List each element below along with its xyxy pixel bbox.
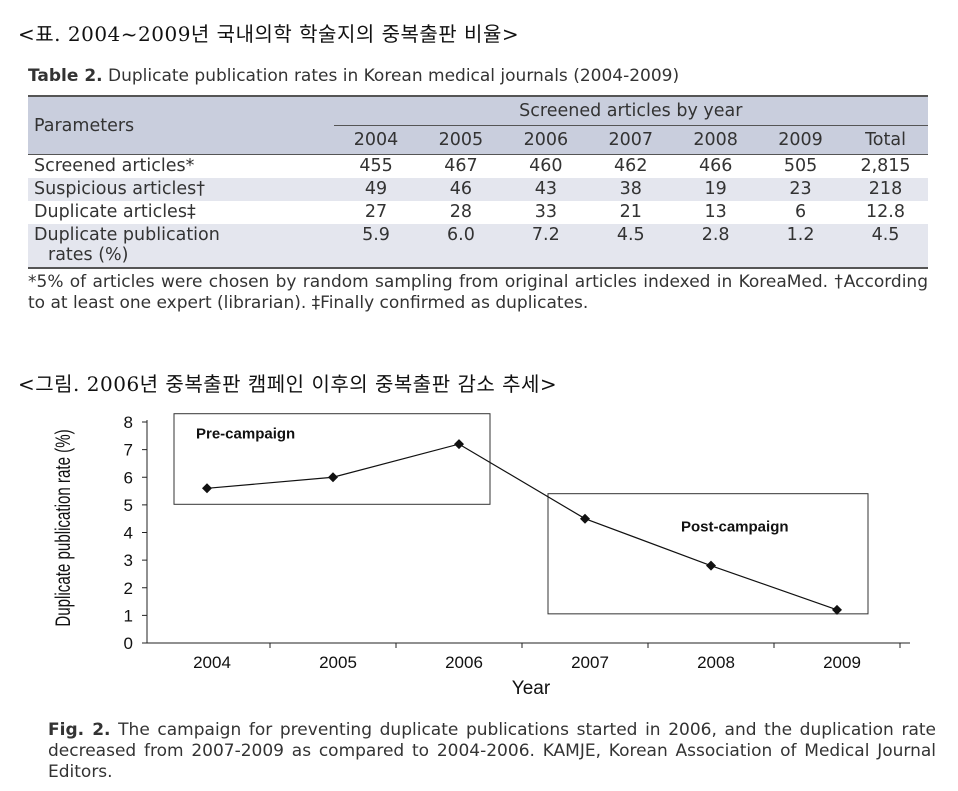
korean-figure-heading: <그림. 2006년 중복출판 캠페인 이후의 중복출판 감소 추세> (18, 372, 558, 396)
table-cell: 27 (364, 202, 388, 222)
table-title-text: Duplicate publication rates in Korean me… (102, 66, 680, 86)
table-cell: 466 (698, 156, 733, 177)
table-cell: 33 (534, 202, 557, 222)
screened-by-year-header: Screened articles by year (333, 96, 928, 126)
figure-caption-label: Fig. 2. (48, 720, 111, 740)
table-cell: 12.8 (866, 202, 905, 222)
figure-caption-text: The campaign for preventing duplicate pu… (48, 720, 936, 782)
y-tick-label: 4 (124, 524, 133, 543)
table-cell: 467 (444, 156, 478, 177)
x-tick-label: 2006 (445, 653, 483, 672)
table-row: Duplicate publication rates (%) 5.9 6.0 7… (28, 223, 928, 268)
x-tick-label: 2005 (319, 653, 357, 672)
table-cell: 6.0 (447, 224, 475, 245)
table-cell: 23 (789, 179, 812, 199)
series-line (206, 443, 838, 611)
row-label-line2: rates (%) (48, 244, 129, 265)
x-tick-label: 2008 (697, 653, 735, 672)
table-title: Table 2. Duplicate publication rates in … (28, 66, 679, 86)
x-axis-title: Year (512, 678, 551, 699)
x-tick-label: 2004 (193, 653, 231, 672)
figure-caption: Fig. 2. The campaign for preventing dupl… (48, 720, 936, 783)
data-point (454, 439, 464, 450)
y-tick-label: 0 (124, 634, 133, 653)
table-cell: 505 (783, 156, 818, 177)
annotation-label: Post-campaign (681, 519, 789, 536)
col-header: 2007 (588, 125, 674, 155)
col-header: 2008 (673, 125, 759, 155)
row-label: Screened articles* (34, 156, 195, 177)
x-tick-label: 2009 (823, 653, 861, 672)
table-row: Duplicate articles‡ 27 28 33 21 13 6 12.… (28, 200, 928, 224)
parameters-header: Parameters (28, 96, 334, 155)
table-cell: 28 (449, 202, 473, 222)
y-tick-label: 7 (124, 441, 133, 460)
data-point (328, 472, 338, 483)
data-point (832, 604, 842, 615)
annotation-label: Pre-campaign (196, 426, 295, 443)
y-tick-label: 5 (124, 496, 133, 515)
table-title-label: Table 2. (28, 66, 103, 86)
col-header: 2005 (418, 125, 504, 155)
table-cell: 2.8 (701, 224, 730, 245)
y-tick-label: 3 (124, 551, 133, 570)
y-tick-label: 2 (124, 579, 133, 598)
table-cell: 46 (449, 179, 473, 199)
table-cell: 7.2 (531, 224, 560, 245)
data-point (202, 483, 212, 494)
table-cell: 19 (704, 179, 727, 199)
table-cell: 462 (614, 156, 648, 177)
korean-table-heading: <표. 2004~2009년 국내의학 학술지의 중복출판 비율> (18, 22, 520, 46)
y-tick-label: 6 (124, 468, 133, 487)
y-tick-label: 1 (124, 606, 133, 625)
table-cell: 21 (619, 202, 642, 222)
annotation-box (547, 493, 869, 615)
col-header: Total (843, 125, 928, 155)
y-axis-title: Duplicate publication rate (%) (50, 429, 74, 626)
table-cell: 38 (619, 179, 642, 199)
table-cell: 460 (529, 156, 563, 177)
row-label: Duplicate articles‡ (34, 202, 196, 222)
data-point (580, 513, 590, 524)
table-row: Suspicious articles† 49 46 43 38 19 23 2… (28, 177, 928, 201)
table-cell: 2,815 (860, 156, 911, 177)
table-cell: 43 (534, 179, 557, 199)
table-footnote: *5% of articles were chosen by random sa… (28, 272, 928, 313)
data-point (706, 560, 716, 571)
annotation-box (173, 413, 491, 505)
x-tick-label: 2007 (571, 653, 609, 672)
duplicate-rates-table: Parameters Screened articles by year 200… (28, 95, 928, 269)
col-header: 2006 (503, 125, 589, 155)
table-row: Screened articles* 455 467 460 462 466 5… (28, 154, 928, 178)
table-cell: 6 (794, 202, 807, 222)
annotation-layer: Pre-campaign Post-campaign (173, 413, 869, 615)
duplicate-rate-chart: Pre-campaign Post-campaign 0 1 2 3 4 5 6 7 8 2004 2… (50, 413, 910, 699)
y-tick-label: 8 (124, 413, 133, 432)
table-cell: 1.2 (786, 224, 815, 245)
row-label: Duplicate publication rates (%) (28, 224, 334, 268)
row-label-line1: Duplicate publication (34, 224, 220, 245)
series-layer (202, 439, 842, 615)
table-cell: 49 (364, 179, 388, 199)
col-header: 2009 (758, 125, 844, 155)
table-cell: 4.5 (871, 224, 900, 245)
table-cell: 13 (704, 202, 727, 222)
axis-layer: 0 1 2 3 4 5 6 7 8 2004 2005 2006 2007 2008 2009 (124, 413, 910, 672)
col-header: 2004 (333, 125, 419, 155)
table-cell: 4.5 (616, 224, 645, 245)
table-cell: 218 (868, 179, 903, 199)
table-cell: 455 (359, 156, 393, 177)
table-cell: 5.9 (362, 224, 390, 245)
row-label: Suspicious articles† (34, 179, 206, 199)
